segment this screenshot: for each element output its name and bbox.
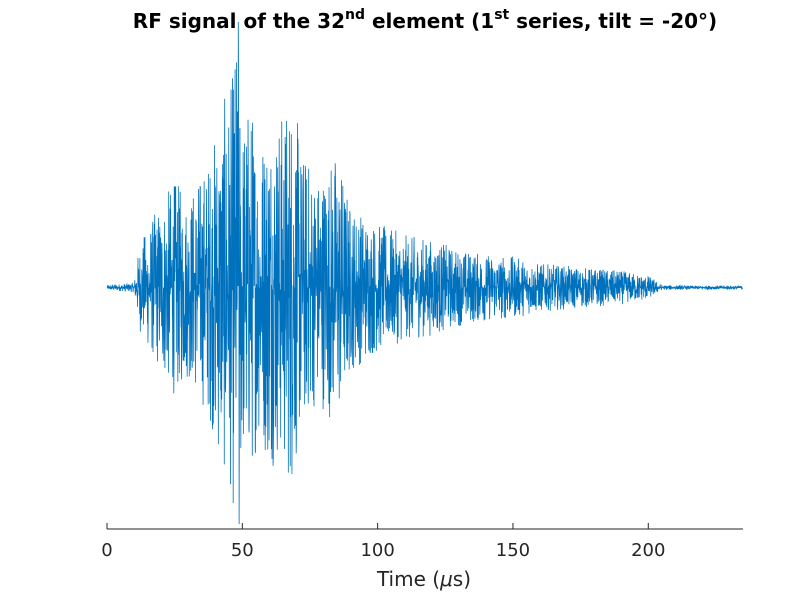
x-axis-label-mu: μ xyxy=(439,567,453,591)
plot-area xyxy=(107,22,743,525)
rf-signal-line xyxy=(107,22,743,525)
x-tick-label: 150 xyxy=(496,540,530,561)
x-tick-label: 0 xyxy=(101,540,112,561)
x-tick-label: 50 xyxy=(231,540,254,561)
rf-signal-series xyxy=(107,22,743,525)
x-axis-label-suffix: s) xyxy=(453,567,471,591)
x-axis-ticks: 0 50 100 150 200 xyxy=(101,523,665,561)
title-part-1: RF signal of the 32 xyxy=(133,9,345,33)
title-superscript-2: st xyxy=(494,7,509,23)
x-tick-label: 200 xyxy=(631,540,665,561)
title-part-3: series, tilt = -20°) xyxy=(509,9,717,33)
chart-title: RF signal of the 32nd element (1st serie… xyxy=(133,7,717,33)
x-tick-label: 100 xyxy=(360,540,394,561)
x-axis-label: Time (μs) xyxy=(376,567,471,591)
title-superscript-1: nd xyxy=(345,7,365,23)
x-axis: 0 50 100 150 200 xyxy=(101,523,743,561)
x-axis-label-prefix: Time ( xyxy=(376,567,440,591)
title-part-2: element (1 xyxy=(365,9,494,33)
